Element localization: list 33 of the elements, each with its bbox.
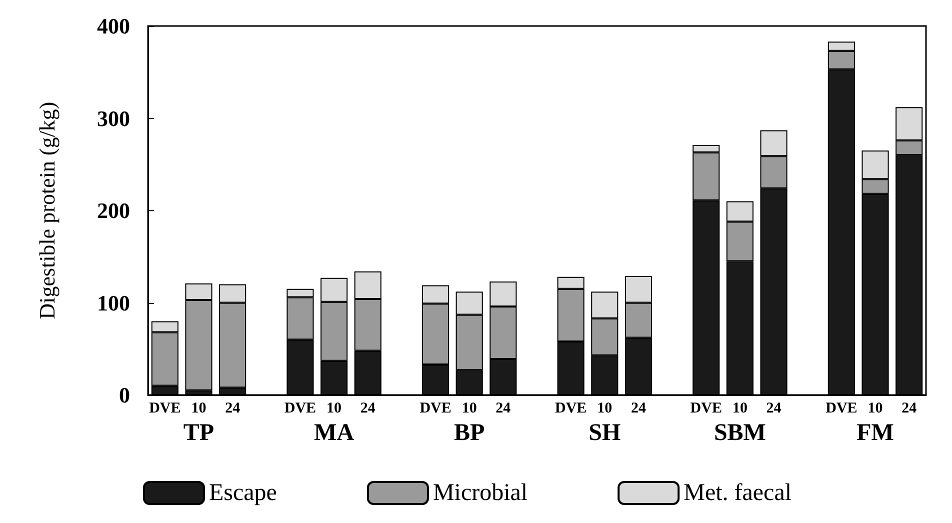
y-tick-label: 200	[97, 198, 130, 223]
x-tick-label: 10	[462, 400, 477, 416]
x-tick-label: 24	[360, 400, 376, 416]
text: SH	[588, 420, 621, 446]
text: MA	[314, 420, 355, 446]
text: FM	[856, 420, 894, 446]
legend-label: Microbial	[432, 480, 528, 506]
x-tick-label: 24	[630, 400, 646, 416]
legend-label: Met. faecal	[684, 480, 792, 506]
x-tick-label: DVE	[554, 400, 587, 416]
x-tick-label: 10	[597, 400, 612, 416]
x-tick-label: 10	[326, 400, 342, 416]
y-tick-label: 300	[97, 106, 130, 131]
x-tick-label: 10	[191, 400, 206, 416]
text: TP	[183, 420, 214, 446]
x-tick-label: 24	[225, 400, 241, 416]
x-tick-label: DVE	[690, 400, 722, 416]
x-tick-label: 24	[496, 400, 512, 416]
x-tick-label: DVE	[420, 400, 452, 416]
y-tick-label: 100	[97, 290, 130, 316]
y-tick-label: 0	[119, 382, 130, 408]
y-axis-title: Digestible protein (g/kg)	[34, 102, 60, 320]
x-tick-label: 10	[868, 400, 883, 416]
x-tick-label: 24	[766, 400, 782, 416]
x-tick-label: 24	[902, 400, 918, 416]
x-tick-label: 10	[732, 400, 748, 416]
text: BP	[454, 420, 485, 446]
text: SBM	[714, 420, 766, 446]
y-tick-label: 400	[97, 14, 130, 38]
x-tick-label: DVE	[284, 400, 316, 416]
x-tick-label: DVE	[149, 400, 181, 416]
x-tick-label: DVE	[826, 400, 858, 416]
legend-label: Escape	[209, 480, 277, 506]
